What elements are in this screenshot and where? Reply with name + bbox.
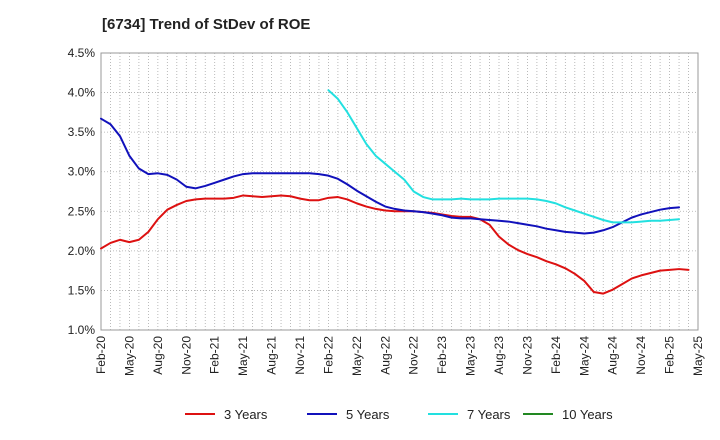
series-line-3-years — [100, 194, 690, 295]
x-tick-label: May-24 — [577, 336, 591, 376]
x-tick-label: Feb-25 — [663, 336, 677, 374]
plot-frame — [100, 52, 699, 331]
plot-area — [100, 52, 699, 331]
x-tick-label: Aug-20 — [151, 336, 165, 375]
y-tick-label: 3.0% — [68, 165, 96, 179]
x-tick-label: Aug-24 — [606, 336, 620, 375]
y-tick-label: 2.0% — [68, 244, 96, 258]
y-tick-label: 2.5% — [68, 204, 96, 218]
x-axis-ticks: Feb-20 May-20 Aug-20 Nov-20 Feb-21 May-21 Aug-… — [94, 336, 705, 376]
y-axis-ticks: 1.0% 1.5% 2.0% 2.5% 3.0% 3.5% 4.0% 4.5% — [68, 46, 96, 337]
x-tick-label: Aug-21 — [265, 336, 279, 375]
x-tick-label: Feb-22 — [321, 336, 335, 374]
x-tick-label: Nov-22 — [407, 336, 421, 375]
legend-label: 10 Years — [562, 407, 613, 422]
x-tick-label: Feb-20 — [94, 336, 108, 374]
x-tick-label: May-20 — [122, 336, 136, 376]
y-tick-label: 1.0% — [68, 323, 96, 337]
x-tick-label: Feb-24 — [549, 336, 563, 374]
x-tick-label: Nov-21 — [293, 336, 307, 375]
x-tick-label: Feb-21 — [208, 336, 222, 374]
x-tick-label: May-22 — [350, 336, 364, 376]
x-tick-label: May-25 — [691, 336, 705, 376]
y-tick-label: 1.5% — [68, 283, 96, 297]
x-tick-label: Nov-24 — [634, 336, 648, 375]
chart-title: [6734] Trend of StDev of ROE — [102, 16, 310, 33]
series-line-7-years — [327, 89, 681, 224]
x-tick-label: May-21 — [236, 336, 250, 376]
x-tick-label: Nov-23 — [520, 336, 534, 375]
y-tick-label: 4.0% — [68, 86, 96, 100]
x-tick-label: Feb-23 — [435, 336, 449, 374]
x-tick-label: May-23 — [464, 336, 478, 376]
series-line-5-years — [100, 117, 681, 235]
legend: 3 Years 5 Years 7 Years 10 Years — [185, 407, 613, 422]
series-lines — [100, 89, 690, 295]
legend-label: 7 Years — [467, 407, 511, 422]
y-tick-label: 3.5% — [68, 125, 96, 139]
y-tick-label: 4.5% — [68, 46, 96, 60]
legend-label: 3 Years — [224, 407, 268, 422]
x-tick-label: Aug-23 — [492, 336, 506, 375]
legend-label: 5 Years — [346, 407, 390, 422]
x-tick-label: Aug-22 — [378, 336, 392, 375]
x-tick-label: Nov-20 — [179, 336, 193, 375]
